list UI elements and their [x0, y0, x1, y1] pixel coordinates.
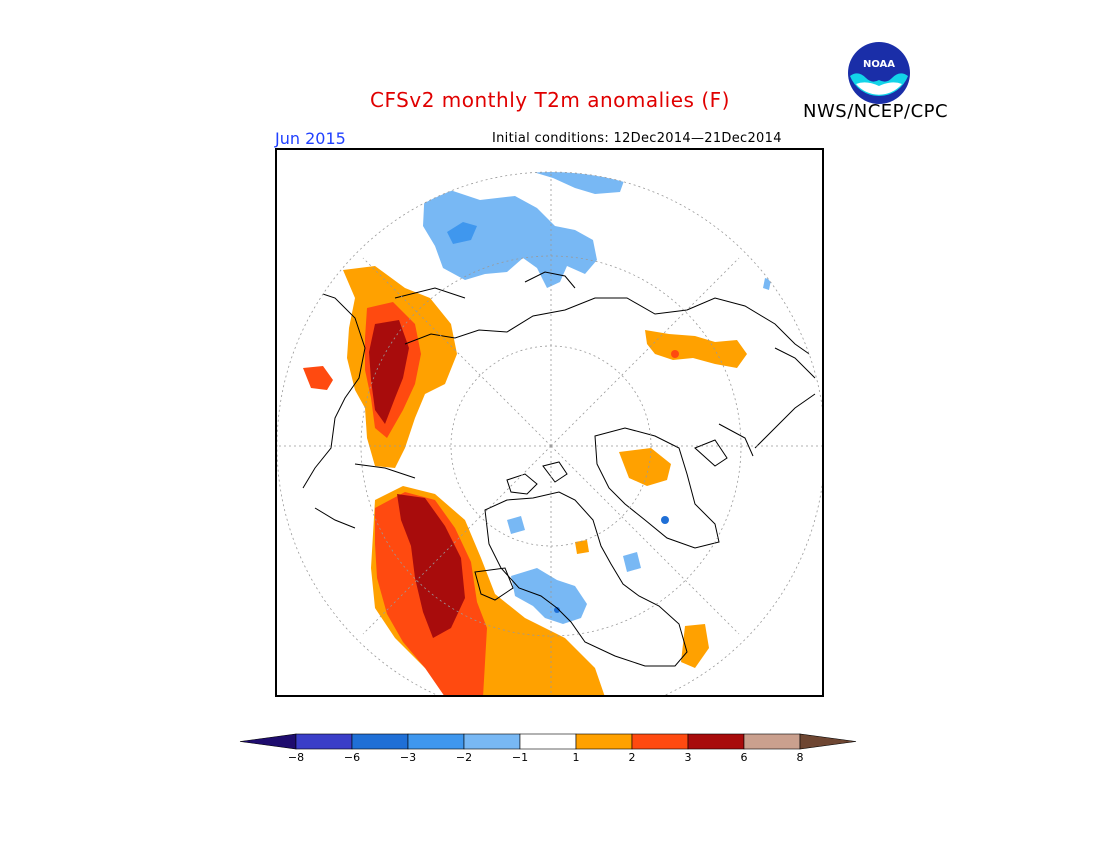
initial-conditions-label: Initial conditions: 12Dec2014—21Dec2014 [492, 131, 782, 146]
legend-color-box [463, 733, 521, 750]
warm-anomaly-greenland [575, 448, 709, 668]
legend-arrow-low [239, 733, 297, 750]
legend-tick-label: 3 [685, 751, 692, 764]
cold-anomaly-siberia-core [447, 222, 477, 244]
legend-color-box [407, 733, 465, 750]
legend-tick-label: −3 [400, 751, 416, 764]
legend-tick-label: 2 [629, 751, 636, 764]
noaa-logo-text: NOAA [863, 59, 895, 70]
cold-anomaly-canada [507, 516, 641, 624]
legend-tick-label: −1 [512, 751, 528, 764]
warm-anomaly-europe [303, 266, 457, 468]
graticule [277, 172, 824, 697]
warm-anomaly-east-asia [645, 330, 747, 368]
noaa-logo: NOAA [848, 42, 910, 104]
legend-tick-label: −2 [456, 751, 472, 764]
legend-tick-label: −6 [344, 751, 360, 764]
organization-label: NWS/NCEP/CPC [803, 101, 949, 122]
legend-color-box [351, 733, 409, 750]
map-border [275, 148, 824, 697]
color-legend: −8 −6 −3 −2 −1 1 2 3 6 8 [239, 733, 857, 764]
legend-color-box [743, 733, 801, 750]
legend-tick-label: 6 [741, 751, 748, 764]
polar-anomaly-map [275, 148, 824, 697]
legend-tick-label: −8 [288, 751, 304, 764]
legend-arrow-high [799, 733, 857, 750]
legend-color-box [575, 733, 633, 750]
coastlines [302, 271, 816, 667]
legend-color-box [295, 733, 353, 750]
target-month-label: Jun 2015 [275, 129, 346, 148]
legend-color-box [687, 733, 745, 750]
cold-anomaly-greenland-spot [554, 516, 669, 613]
legend-color-box [631, 733, 689, 750]
chart-title: CFSv2 monthly T2m anomalies (F) [370, 88, 730, 112]
legend-tick-labels: −8 −6 −3 −2 −1 1 2 3 6 8 [288, 751, 804, 764]
legend-color-box [519, 733, 577, 750]
legend-tick-label: 8 [797, 751, 804, 764]
legend-tick-label: 1 [573, 751, 580, 764]
warm-anomaly-north-america [371, 486, 605, 697]
legend-color-boxes [239, 733, 857, 750]
